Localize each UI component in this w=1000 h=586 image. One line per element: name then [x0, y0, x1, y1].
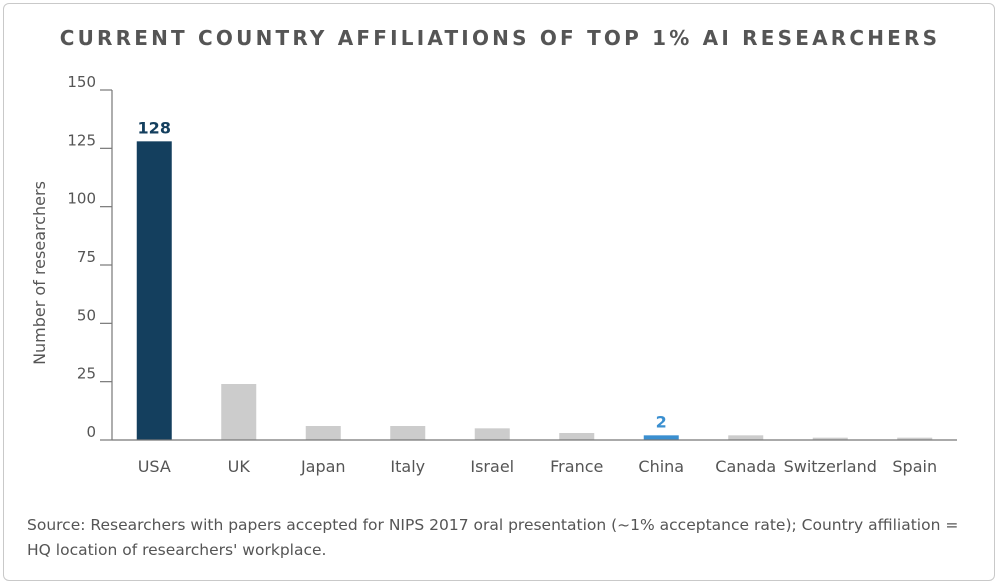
bar-china: [643, 435, 679, 440]
y-tick-label: 150: [67, 73, 96, 91]
y-axis: 0 25 50 75 100 125 150: [67, 73, 113, 441]
y-tick-label: 50: [77, 306, 96, 324]
y-tick-label: 25: [77, 365, 96, 383]
y-tick-label: 100: [67, 190, 96, 208]
bar-uk: [221, 384, 257, 440]
y-tick-label: 0: [86, 423, 96, 441]
bars: [136, 141, 933, 441]
bar-japan: [305, 426, 341, 440]
chart-title: CURRENT COUNTRY AFFILIATIONS OF TOP 1% A…: [59, 26, 941, 50]
x-tick-label: China: [638, 457, 684, 476]
y-axis-label: Number of researchers: [30, 181, 49, 365]
x-axis: USA UK Japan Italy Israel France China Canada Sw…: [112, 439, 957, 476]
x-tick-label: Switzerland: [784, 457, 877, 476]
x-tick-label: Spain: [892, 457, 937, 476]
x-tick-label: Canada: [715, 457, 776, 476]
bar-switzerland: [812, 437, 848, 440]
bar-usa: [136, 141, 172, 441]
bar-france: [559, 433, 595, 440]
data-label-china: 2: [656, 412, 667, 431]
x-tick-label: Japan: [300, 457, 346, 476]
bar-spain: [897, 437, 933, 440]
bar-israel: [474, 428, 510, 440]
y-tick-label: 75: [77, 248, 96, 266]
x-tick-label: USA: [138, 457, 171, 476]
data-labels: 128 2: [138, 118, 667, 431]
data-label-usa: 128: [138, 118, 171, 137]
x-tick-label: France: [550, 457, 603, 476]
source-note: Source: Researchers with papers accepted…: [27, 516, 959, 559]
x-tick-label: UK: [228, 457, 251, 476]
y-tick-label: 125: [67, 131, 96, 149]
x-tick-label: Israel: [470, 457, 514, 476]
x-tick-label: Italy: [390, 457, 425, 476]
bar-italy: [390, 426, 426, 440]
bar-canada: [728, 435, 764, 440]
